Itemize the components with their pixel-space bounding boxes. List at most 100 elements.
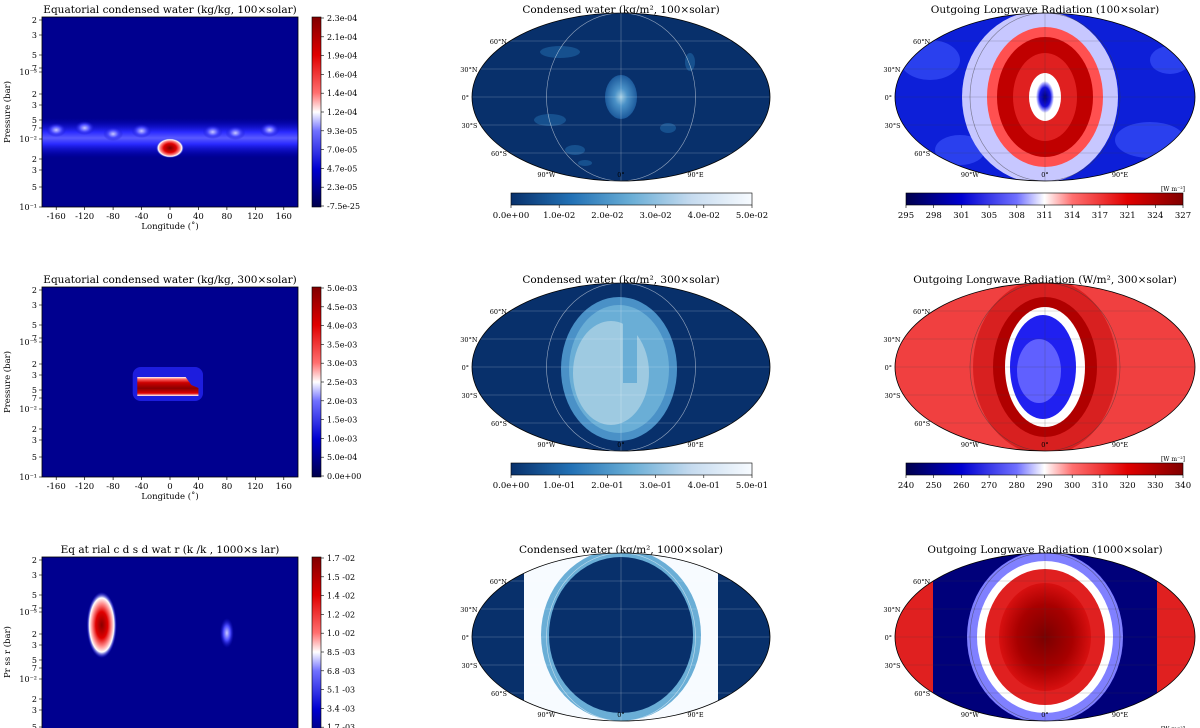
lon-label: 90°W — [961, 711, 980, 719]
y-tick-label: 7 — [32, 604, 37, 613]
lon-label: 0° — [617, 441, 624, 449]
lat-label: 60°S — [491, 420, 507, 428]
condensate-patch — [565, 145, 585, 155]
colorbar-label: 295 — [898, 211, 914, 221]
y-axis-label: Pressure (bar) — [2, 351, 13, 413]
colorbar-label: 1.6e-04 — [327, 70, 357, 79]
colorbar — [311, 16, 322, 208]
condensate-patch — [578, 160, 592, 166]
colorbar-label: 250 — [926, 481, 942, 491]
colorbar-label: 305 — [981, 211, 997, 221]
x-tick-label: 40 — [193, 212, 204, 222]
colorbar-label: 1.2 -02 — [327, 610, 355, 619]
lat-label: 30°S — [462, 392, 478, 400]
map-area — [472, 13, 770, 181]
lon-label: 90°W — [537, 711, 556, 719]
map-area — [895, 553, 1195, 721]
lon-label: 90°W — [537, 171, 556, 179]
graticule-lon — [969, 553, 1121, 721]
colorbar-label: 1.5 -02 — [327, 573, 355, 582]
olr-core — [1017, 339, 1061, 403]
panel-title: Equatorial condensed water (kg/kg, 300×s… — [43, 274, 296, 286]
colorbar-label: 320 — [1119, 481, 1135, 491]
lon-label: 0° — [1041, 171, 1048, 179]
panel-title: Outgoing Longwave Radiation (1000×solar) — [927, 544, 1162, 556]
olr-center — [1036, 81, 1054, 113]
x-tick-label: 0 — [167, 212, 172, 222]
condensate-patch — [685, 53, 695, 71]
colorbar-label: 5.0e-03 — [327, 284, 357, 293]
colorbar-label: 300 — [1064, 481, 1080, 491]
plot-area — [42, 118, 298, 158]
lat-label: 0° — [885, 364, 892, 372]
lat-label: 60°N — [913, 38, 931, 46]
panel-olr-1000: Outgoing Longwave Radiation (1000×solar)… — [883, 544, 1196, 728]
x-axis-label: Longitude (˚) — [141, 220, 198, 232]
y-tick-label: 3 — [32, 571, 37, 580]
lon-label: 90°W — [537, 441, 556, 449]
colorbar-label: 3.5e-03 — [327, 340, 357, 349]
y-tick-label: 2 — [32, 425, 37, 434]
y-tick-label: 7 — [32, 124, 37, 133]
graticule-lon — [969, 283, 1121, 451]
map-outline — [471, 282, 771, 452]
colorbar-label: 1.9e-04 — [327, 52, 357, 61]
panel-title: Equatorial condensed water (kg/kg, 100×s… — [43, 4, 296, 16]
y-tick-label: 3 — [32, 706, 37, 715]
condensate-patch — [534, 114, 566, 126]
colorbar-label: 1.5e-03 — [327, 416, 357, 425]
y-tick-label: 10⁻² — [19, 675, 37, 684]
colorbar — [311, 556, 322, 728]
y-tick-label: 5 — [32, 183, 37, 192]
y-tick-label: 5 — [32, 656, 37, 665]
contour-blob — [74, 121, 95, 135]
x-tick-label: 80 — [221, 482, 232, 492]
map-outline — [471, 552, 771, 722]
lat-label: 0° — [462, 634, 469, 642]
colorbar-label: 4.0e-01 — [688, 481, 720, 491]
colorbar-label: 1.0 -02 — [327, 629, 355, 638]
condensate-core — [573, 321, 649, 425]
olr-patch — [935, 135, 985, 165]
colorbar-label: 2.0e-01 — [591, 481, 623, 491]
x-tick-label: -160 — [47, 212, 66, 222]
lon-label: 90°W — [961, 171, 980, 179]
panel-title: Outgoing Longwave Radiation (100×solar) — [931, 4, 1159, 16]
x-axis-label: Longitude (˚) — [141, 490, 198, 502]
condensate-peak — [86, 592, 117, 658]
colorbar-label: 4.7e-05 — [327, 164, 357, 173]
colorbar-label: 310 — [1092, 481, 1108, 491]
contour-blob — [259, 123, 280, 137]
y-tick-label: 2 — [32, 286, 37, 295]
panel-map-1000: Condensed water (kg/m², 1000×solar) 60°N 3… — [460, 544, 771, 722]
panel-olr-100: Outgoing Longwave Radiation (100×solar) 6… — [883, 4, 1196, 221]
lat-label: 0° — [462, 364, 469, 372]
panel-title: Condensed water (kg/m², 300×solar) — [522, 274, 719, 286]
colorbar-label: 5.0e-04 — [327, 453, 357, 462]
colorbar-label: 2.3e-04 — [327, 14, 357, 23]
lat-label: 30°N — [460, 606, 478, 614]
colorbar-label: 290 — [1036, 481, 1052, 491]
colorbar-label: 317 — [1092, 211, 1108, 221]
colorbar-units: [W m⁻²] — [1161, 186, 1185, 193]
plot-area — [132, 367, 204, 401]
colorbar-label: 270 — [981, 481, 997, 491]
colorbar-label: 1.0e-03 — [327, 434, 357, 443]
lon-label: 0° — [617, 711, 624, 719]
y-tick-label: 2 — [32, 90, 37, 99]
panel-olr-300: Outgoing Longwave Radiation (W/m², 300×s… — [883, 274, 1196, 491]
lat-label: 30°N — [460, 66, 478, 74]
y-tick-label: 3 — [32, 101, 37, 110]
panel-map-300: Condensed water (kg/m², 300×solar) 60°N 30… — [460, 274, 771, 491]
plot-background — [42, 17, 298, 207]
map-outline — [471, 12, 771, 182]
colorbar-label: 1.0e-01 — [543, 481, 575, 491]
colorbar-label: 1.7 -02 — [327, 554, 355, 563]
colorbar-label: 327 — [1175, 211, 1191, 221]
y-tick-label: 3 — [32, 436, 37, 445]
colorbar-label: 4.0e-02 — [688, 211, 720, 221]
map-area — [895, 13, 1195, 181]
colorbar-label: 0.0e+00 — [493, 211, 530, 221]
olr-center — [999, 583, 1091, 691]
